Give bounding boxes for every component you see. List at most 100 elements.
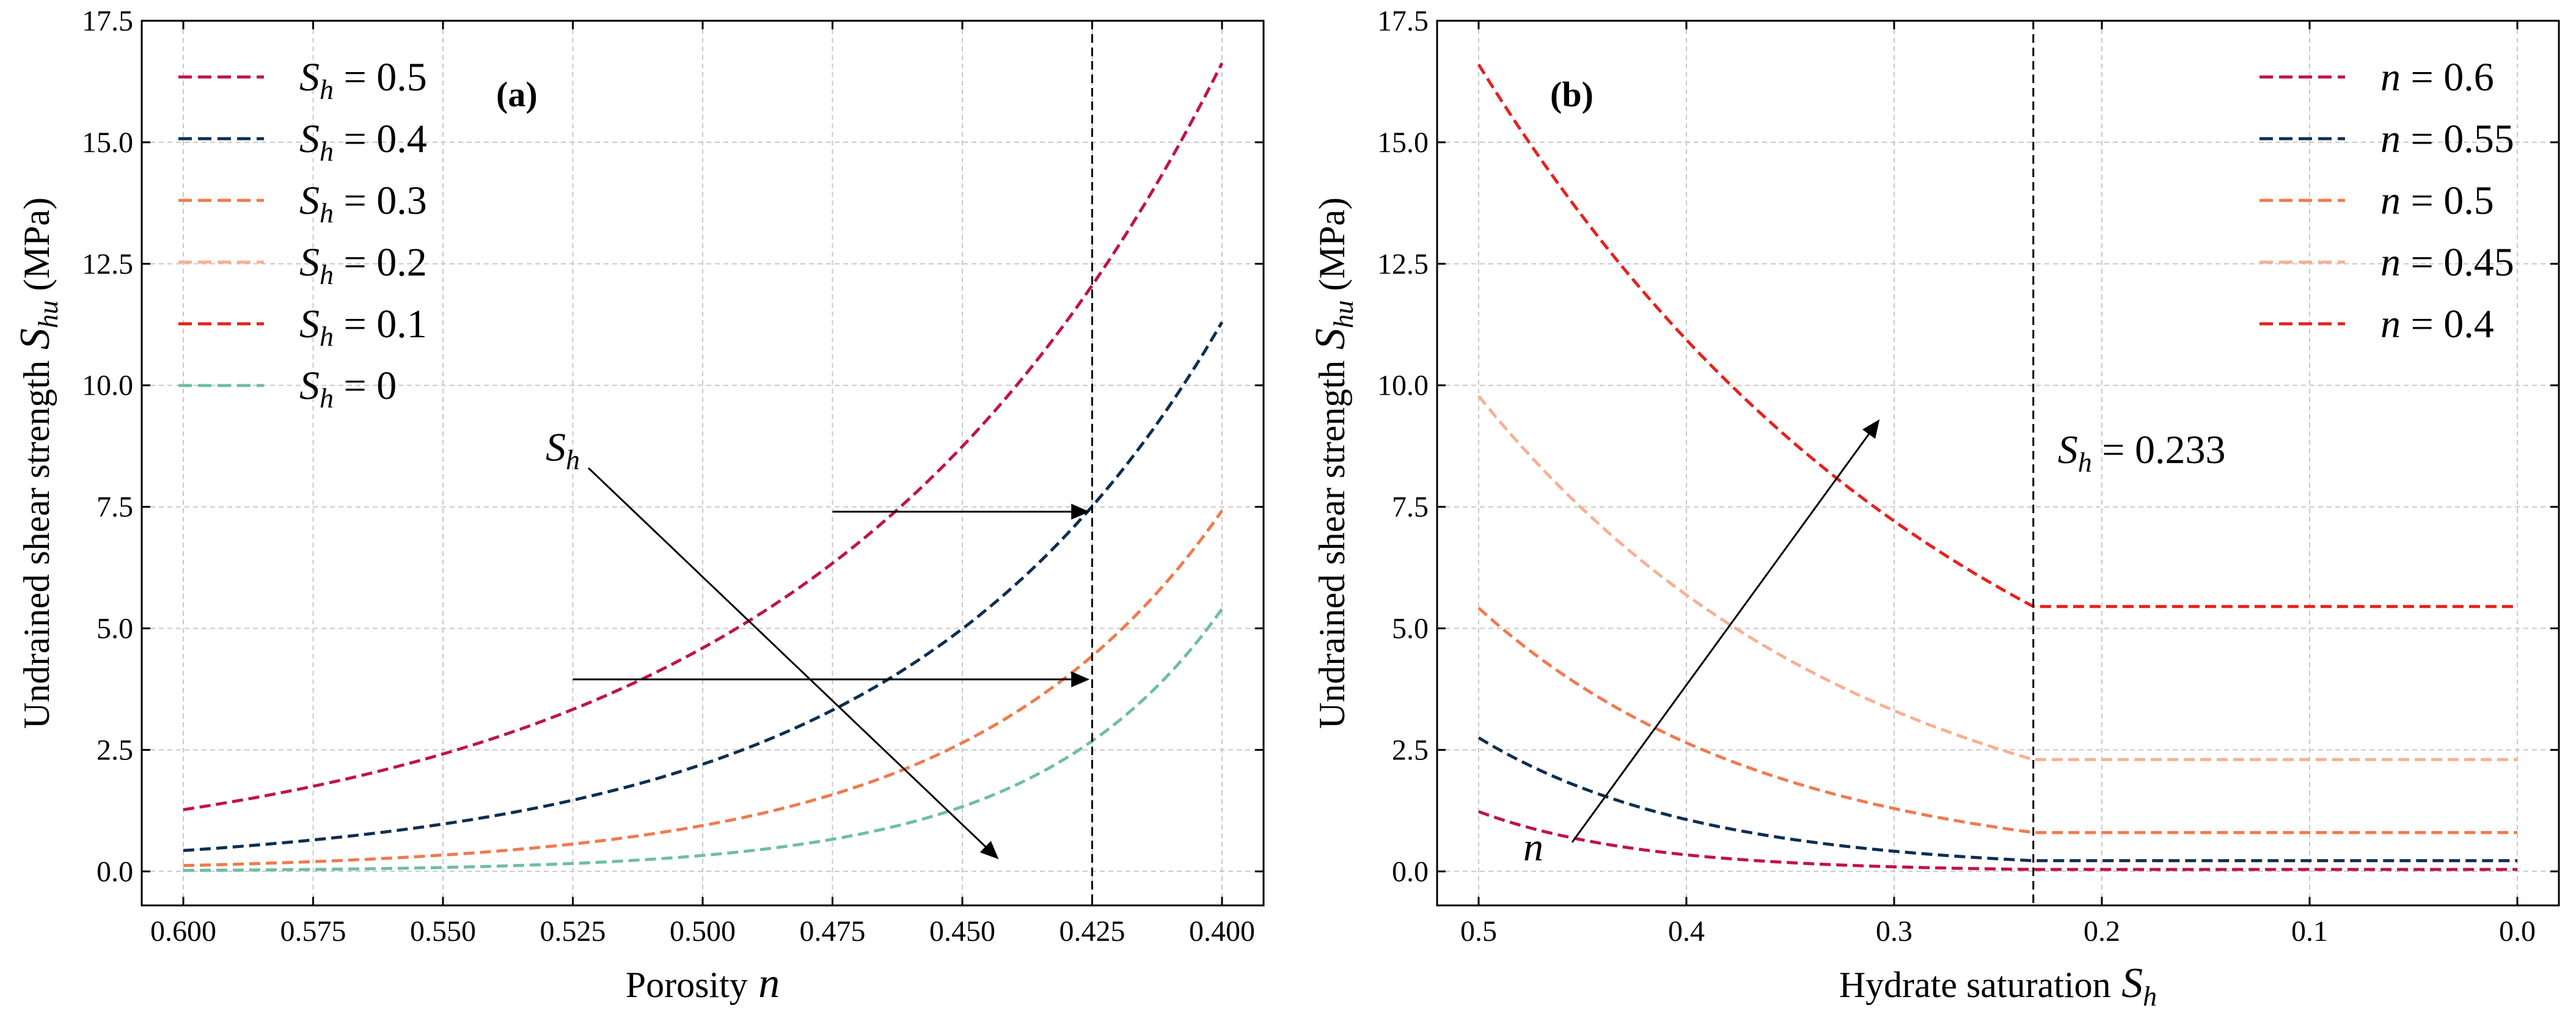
- legend-entry-subscript: h: [320, 74, 334, 105]
- legend-entry: Sh = 0.4: [299, 117, 427, 167]
- x-tick-label: 0.4: [1668, 915, 1705, 948]
- threshold-label-symbol: S: [2058, 428, 2078, 472]
- series-line-n-0-5: [1477, 607, 2517, 835]
- legend-entry-value: = 0.1: [334, 302, 427, 346]
- x-axis-label-text: Hydrate saturation: [1839, 965, 2111, 1005]
- legend-entry-value: = 0.45: [2401, 240, 2514, 285]
- y-axis-label-symbol: S: [1307, 328, 1354, 360]
- plot-frame: [1436, 20, 2560, 907]
- series-line-n-0-45: [1477, 395, 2517, 761]
- y-axis-label: Undrained shear strength Shu (MPa): [12, 197, 64, 729]
- y-tick-label: 15.0: [1377, 126, 1429, 159]
- threshold-label: Sh = 0.233: [2058, 428, 2226, 478]
- direction-arrow-shaft: [587, 467, 988, 849]
- x-tick-label: 0.525: [540, 915, 606, 948]
- y-tick-label: 0.0: [1392, 855, 1429, 888]
- y-tick-label: 10.0: [1377, 370, 1429, 402]
- legend-entry-value: = 0.4: [334, 117, 427, 161]
- x-tick-label: 0.400: [1189, 915, 1255, 948]
- x-axis-label: Hydrate saturation Sh: [1839, 960, 2157, 1012]
- x-axis-label-symbol: S: [2111, 960, 2143, 1007]
- series-line-n-0-4: [1477, 64, 2517, 609]
- legend-entry-subscript: h: [320, 197, 334, 228]
- legend-entry-value: = 0.55: [2401, 117, 2514, 161]
- legend-entry-subscript: h: [320, 382, 334, 414]
- y-tick-label: 17.5: [1377, 5, 1429, 37]
- legend-entry: Sh = 0: [299, 364, 397, 414]
- y-axis-label-subscript: hu: [32, 300, 64, 328]
- y-tick-label: 12.5: [1377, 248, 1429, 280]
- x-axis-label-subscript: h: [2143, 981, 2157, 1012]
- x-tick-label: 0.1: [2291, 915, 2328, 948]
- arrow-label-subscript: h: [566, 444, 580, 475]
- chart-panel-a: 0.600 0.575 0.550 0.525 0.500 0.475 0.450 0.425…: [12, 5, 1265, 1007]
- panel-label: (b): [1550, 75, 1594, 114]
- x-tick-label: 0.575: [280, 915, 346, 948]
- series-line-s-h-0-4: [183, 321, 1224, 852]
- threshold-label-subscript: h: [2078, 447, 2092, 478]
- legend-entry-subscript: h: [320, 259, 334, 290]
- legend-entry-symbol: S: [299, 240, 320, 285]
- legend-entry-value: = 0.4: [2401, 302, 2494, 346]
- legend-entry: n = 0.4: [2380, 302, 2494, 346]
- x-tick-label: 0.5: [1460, 915, 1497, 948]
- direction-arrow-shaft: [1571, 431, 1872, 843]
- y-tick-label: 2.5: [97, 734, 133, 766]
- legend-entry-symbol: S: [299, 302, 320, 346]
- x-axis-label-text: Porosity: [626, 965, 748, 1005]
- legend-entry-symbol: S: [299, 364, 320, 408]
- y-tick-label: 10.0: [82, 370, 133, 402]
- x-tick-label: 0.475: [800, 915, 866, 948]
- shift-arrow-upper-head: [1071, 503, 1090, 520]
- arrow-label: Sh: [546, 425, 580, 475]
- legend-entry-value: = 0: [334, 364, 397, 408]
- legend-entry-symbol: n: [2380, 178, 2401, 223]
- x-tick-label: 0.2: [2084, 915, 2120, 948]
- legend-entry: Sh = 0.1: [299, 302, 427, 352]
- y-axis-label-text: Undrained shear strength: [1312, 360, 1352, 729]
- plot-frame: [141, 20, 1265, 907]
- series-line-s-h-0: [183, 608, 1224, 872]
- legend-entry: Sh = 0.3: [299, 178, 427, 228]
- series-line-n-0-55: [1477, 736, 2517, 863]
- legend-entry-symbol: S: [299, 117, 320, 161]
- series-line-s-h-0-5: [183, 62, 1224, 811]
- legend-entry-symbol: n: [2380, 117, 2401, 161]
- y-tick-label: 5.0: [97, 613, 133, 645]
- y-axis-label-subscript: hu: [1328, 300, 1359, 328]
- panel-label: (a): [496, 75, 538, 114]
- x-tick-label: 0.0: [2499, 915, 2536, 948]
- x-tick-label: 0.550: [410, 915, 476, 948]
- legend-entry-symbol: n: [2380, 302, 2401, 346]
- legend-entry-symbol: S: [299, 178, 320, 223]
- legend-entry-value: = 0.5: [2401, 178, 2494, 223]
- arrow-label: n: [1523, 825, 1543, 870]
- legend-entry: Sh = 0.2: [299, 240, 427, 290]
- x-axis-label-symbol: n: [748, 960, 780, 1007]
- x-tick-label: 0.425: [1059, 915, 1125, 948]
- y-axis-label-text: Undrained shear strength: [16, 360, 57, 729]
- y-tick-label: 0.0: [97, 855, 133, 888]
- y-axis-label: Undrained shear strength Shu (MPa): [1307, 197, 1359, 729]
- arrow-label-symbol: S: [546, 425, 566, 470]
- y-tick-label: 5.0: [1392, 613, 1429, 645]
- legend-entry: n = 0.55: [2380, 117, 2514, 161]
- legend-entry-value: = 0.6: [2401, 55, 2494, 100]
- y-tick-label: 2.5: [1392, 734, 1429, 766]
- x-tick-label: 0.500: [670, 915, 736, 948]
- x-tick-label: 0.450: [929, 915, 995, 948]
- legend-entry-symbol: n: [2380, 55, 2401, 100]
- x-tick-label: 0.3: [1876, 915, 1912, 948]
- direction-arrow-head: [979, 841, 999, 860]
- legend-entry: n = 0.5: [2380, 178, 2494, 223]
- legend-entry-symbol: S: [299, 55, 320, 100]
- legend-entry-value: = 0.3: [334, 178, 427, 223]
- series-line-s-h-0-3: [183, 510, 1224, 868]
- y-tick-label: 12.5: [82, 248, 133, 280]
- legend-entry-subscript: h: [320, 136, 334, 167]
- legend-entry: Sh = 0.5: [299, 55, 427, 105]
- chart-panel-b: 0.5 0.4 0.3 0.2 0.1 0.0 0.0 2.5 5.0 7.5 10.0 12.5 15…: [1307, 5, 2560, 1012]
- legend-entry: n = 0.45: [2380, 240, 2514, 285]
- x-tick-label: 0.600: [150, 915, 216, 948]
